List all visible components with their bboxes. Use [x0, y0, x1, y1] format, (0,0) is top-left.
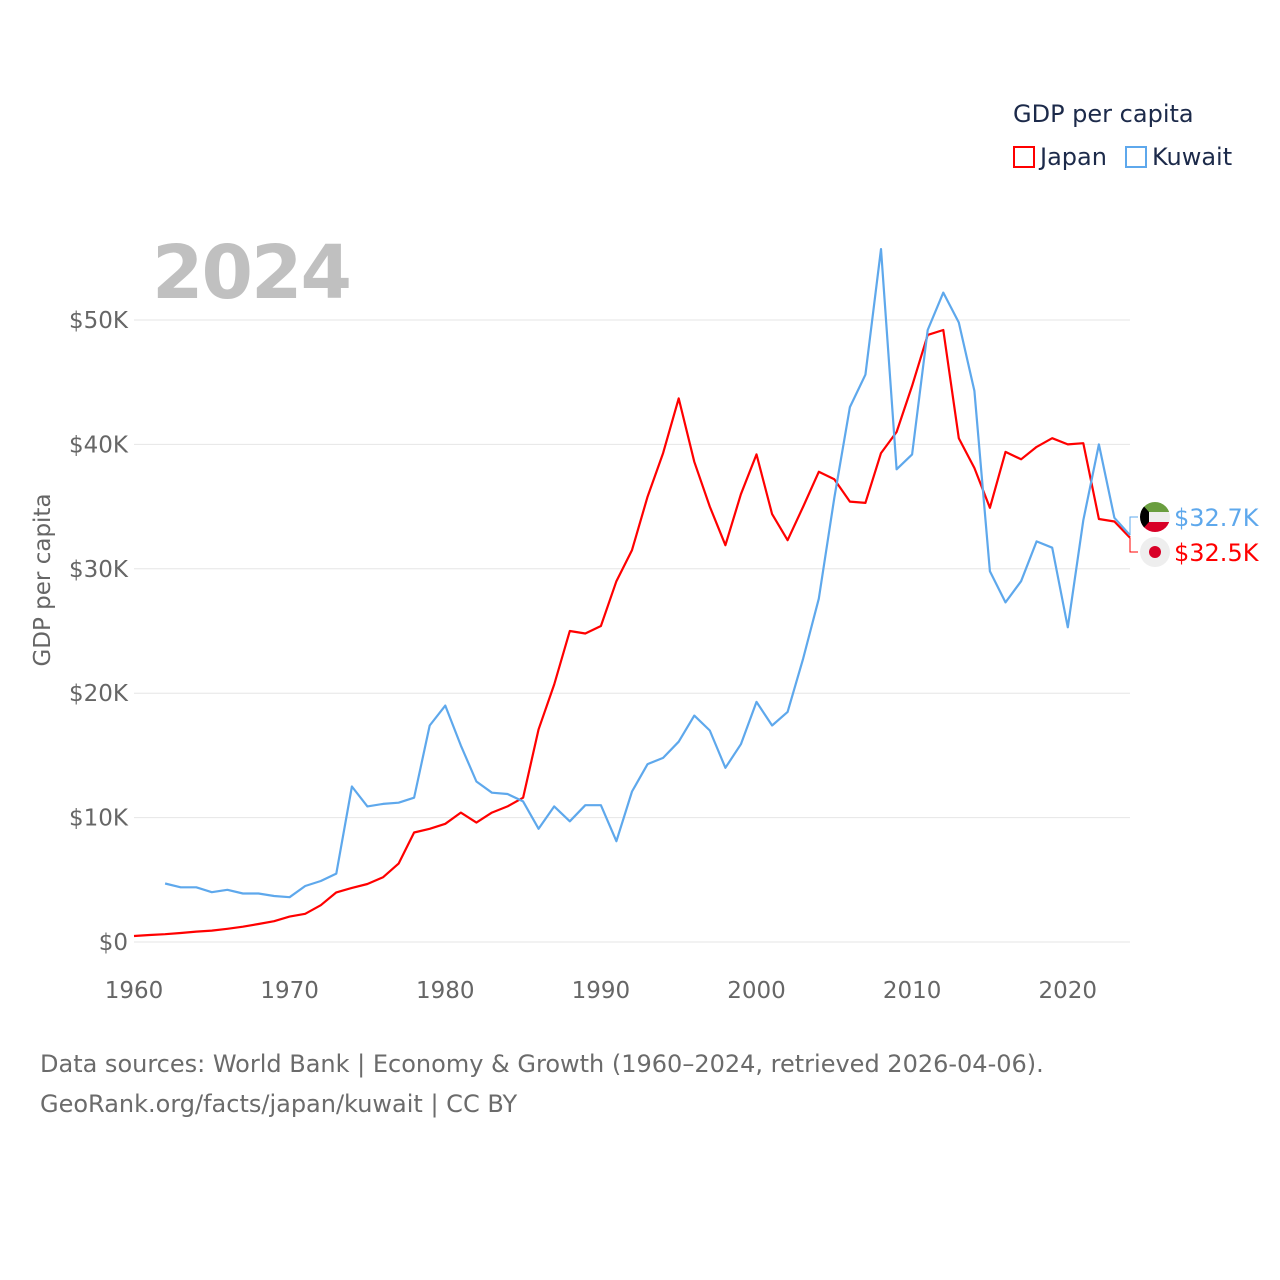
y-tick-label: $10K — [69, 806, 129, 832]
kuwait-flag-icon — [1140, 502, 1170, 532]
x-tick-label: 1970 — [260, 978, 319, 1004]
connector-japan — [1129, 537, 1138, 553]
legend-item-kuwait[interactable]: Kuwait — [1124, 143, 1233, 171]
year-label: 2024 — [152, 230, 352, 316]
source-link[interactable]: GeoRank.org/facts/japan/kuwait | CC BY — [40, 1090, 518, 1118]
end-label-japan: $32.5K — [1174, 539, 1260, 567]
data-sources: Data sources: World Bank | Economy & Gro… — [40, 1050, 1044, 1078]
y-tick-label: $20K — [69, 681, 129, 707]
legend-label-kuwait: Kuwait — [1151, 143, 1233, 171]
y-tick-label: $50K — [69, 308, 129, 334]
japan-flag-sun — [1149, 546, 1161, 558]
y-axis-label: GDP per capita — [30, 493, 56, 666]
x-tick-label: 2020 — [1038, 978, 1097, 1004]
x-tick-label: 2010 — [883, 978, 942, 1004]
footer: Data sources: World Bank | Economy & Gro… — [40, 1044, 1044, 1124]
series-line-japan — [133, 328, 1131, 938]
legend-swatch-kuwait — [1124, 146, 1147, 168]
y-tick-label: $0 — [99, 930, 128, 956]
x-tick-label: 1960 — [105, 978, 164, 1004]
y-tick-label: $30K — [69, 557, 129, 583]
legend: Japan Kuwait — [1013, 143, 1232, 171]
legend-label-japan: Japan — [1040, 143, 1107, 171]
y-tick-label: $40K — [69, 432, 129, 458]
x-tick-label: 1980 — [416, 978, 475, 1004]
legend-title: GDP per capita — [1013, 100, 1194, 128]
end-label-kuwait: $32.7K — [1174, 504, 1260, 532]
legend-item-japan[interactable]: Japan — [1013, 143, 1107, 171]
x-tick-label: 1990 — [572, 978, 631, 1004]
series-line-kuwait — [164, 248, 1131, 899]
legend-swatch-japan — [1013, 146, 1035, 168]
connector-kuwait — [1129, 516, 1138, 536]
x-tick-label: 2000 — [727, 978, 786, 1004]
